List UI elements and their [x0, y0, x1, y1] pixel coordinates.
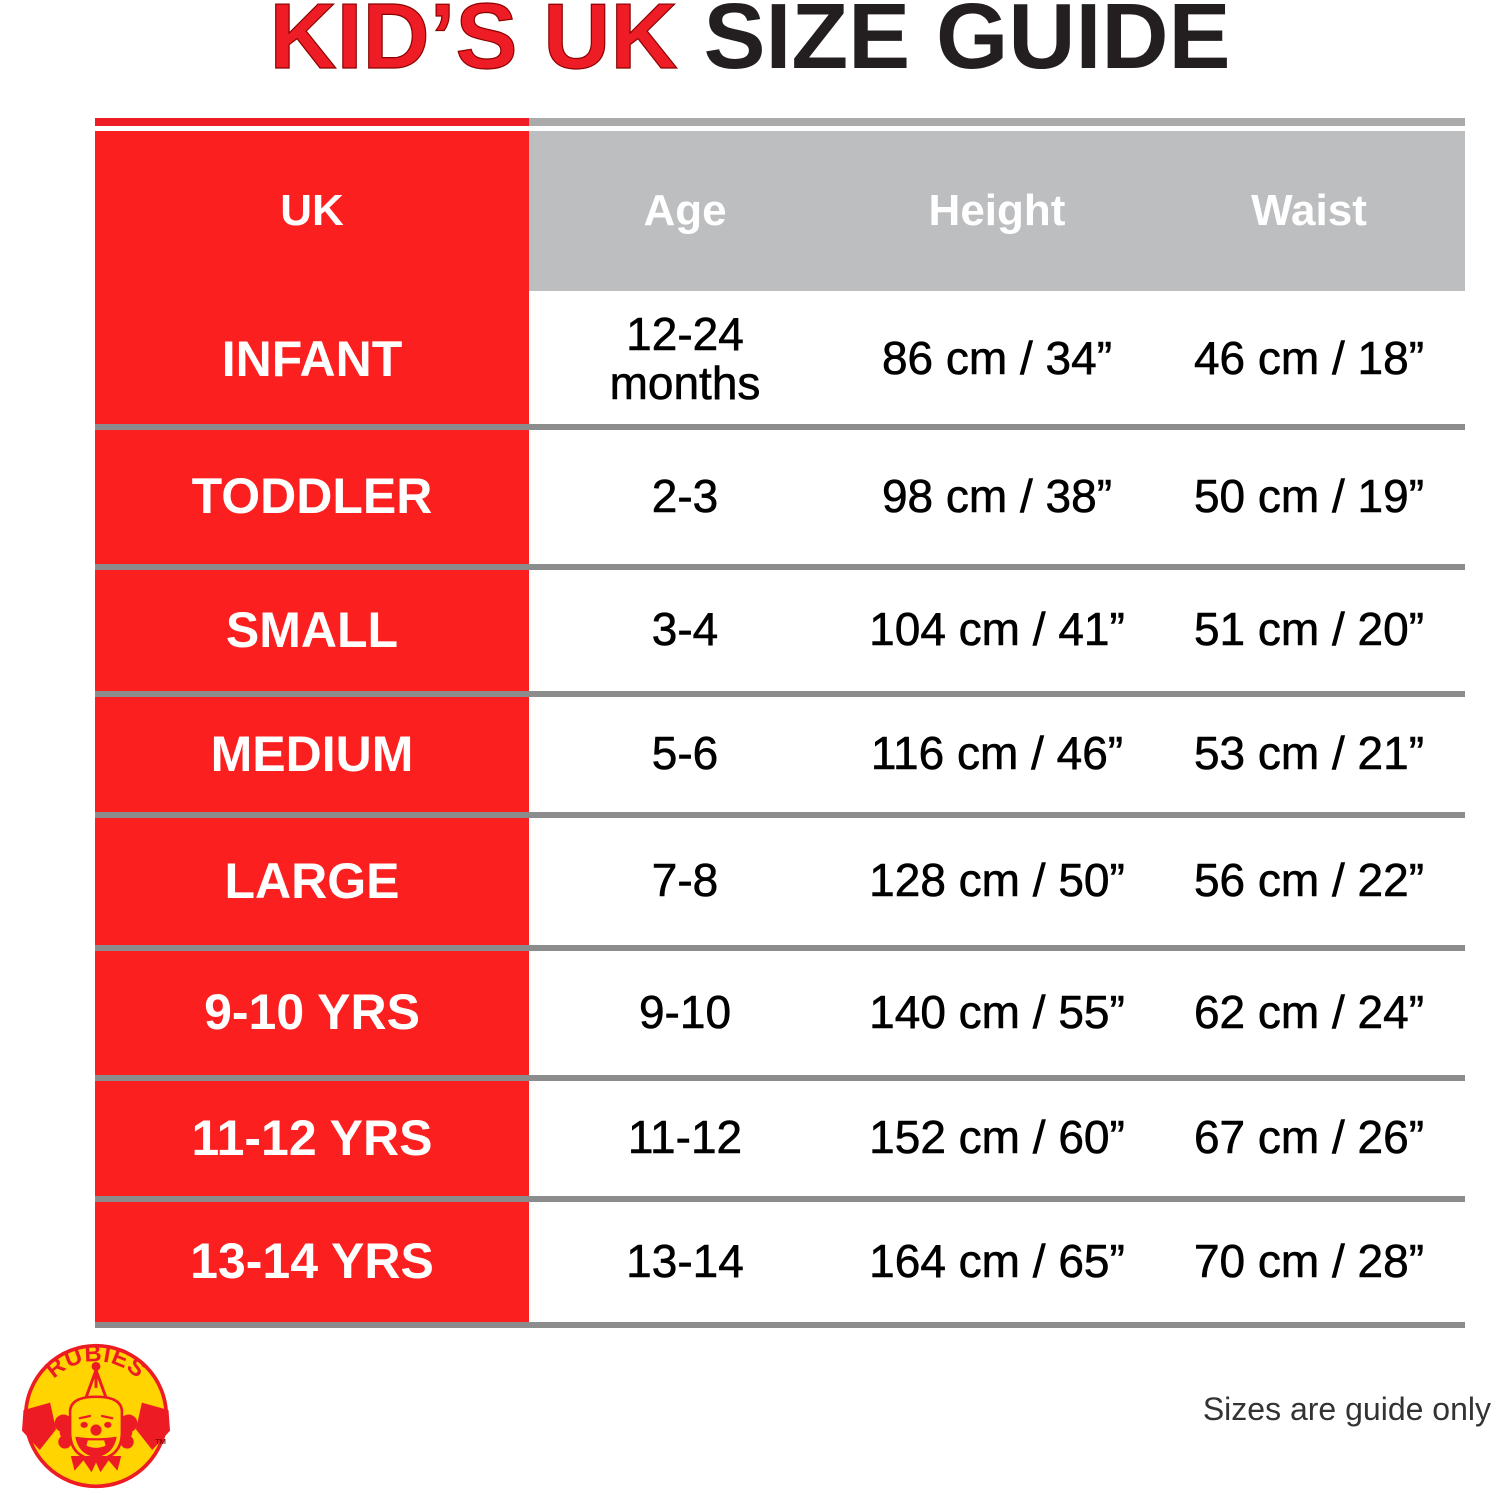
svg-text:TM: TM	[155, 1437, 166, 1446]
